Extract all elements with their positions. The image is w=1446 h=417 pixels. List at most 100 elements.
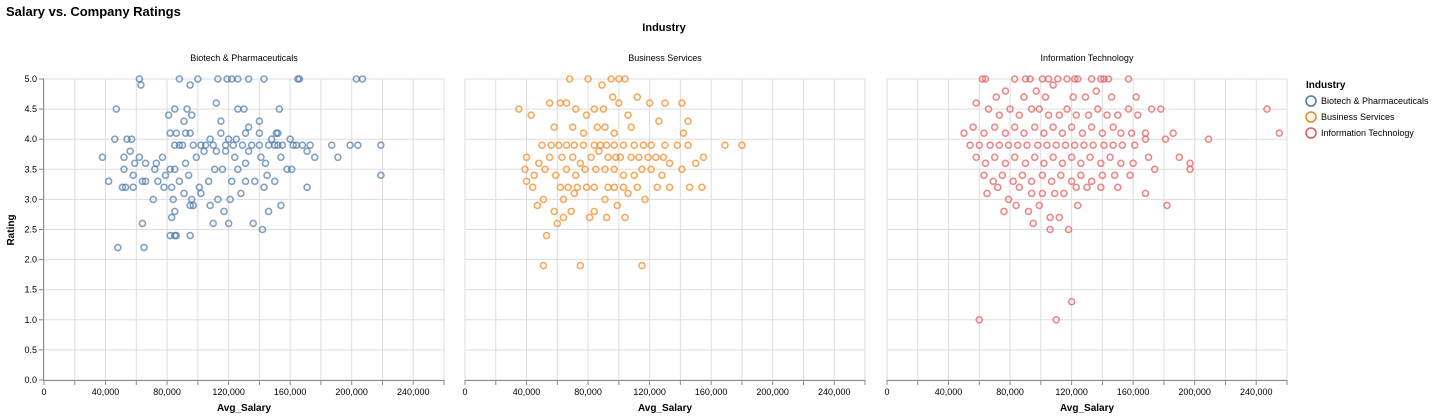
data-point <box>562 99 571 107</box>
data-point <box>659 153 668 162</box>
data-point <box>247 141 256 150</box>
data-point <box>621 213 629 222</box>
data-point <box>1067 297 1076 306</box>
data-point <box>1083 183 1091 192</box>
data-point <box>303 147 311 156</box>
data-point <box>601 123 609 131</box>
data-point <box>1058 159 1067 168</box>
data-point <box>170 165 179 174</box>
data-point <box>721 141 729 150</box>
data-point <box>679 129 688 137</box>
data-point <box>699 153 708 162</box>
data-point <box>582 183 591 192</box>
data-point <box>562 141 571 150</box>
panel-information-technology: Information Technology 0 40,000 80,000 120,0… <box>884 53 1288 414</box>
x-tick-label: 200,000 <box>756 387 789 397</box>
data-point <box>234 75 242 83</box>
x-tick-label: 200,000 <box>1178 387 1211 397</box>
data-point <box>377 141 385 150</box>
data-point <box>138 219 147 228</box>
data-point <box>610 183 619 192</box>
data-point <box>528 183 537 192</box>
x-tick-label: 0 <box>41 387 46 397</box>
data-point <box>1020 129 1028 137</box>
data-point <box>568 153 577 162</box>
data-point <box>684 117 692 125</box>
data-point <box>187 111 196 119</box>
panel-business-services: Business Services 0 40,000 80,000 120,000 160… <box>462 53 866 414</box>
data-point <box>160 183 168 192</box>
data-point <box>627 123 635 131</box>
data-point <box>212 147 221 156</box>
x-tick-label: 240,000 <box>397 387 430 397</box>
data-point <box>621 75 629 83</box>
x-tick-label: 80,000 <box>153 387 181 397</box>
data-point <box>224 135 233 143</box>
data-point <box>984 105 993 113</box>
data-point <box>980 129 988 137</box>
data-point <box>1012 201 1021 210</box>
x-tick-label: 120,000 <box>1055 387 1088 397</box>
data-point <box>1097 159 1105 168</box>
x-tick-label: 160,000 <box>1117 387 1150 397</box>
data-point <box>141 159 150 168</box>
data-point <box>194 75 202 83</box>
data-point <box>192 153 201 162</box>
data-point <box>610 141 619 150</box>
legend-label: Biotech & Pharmaceuticals <box>1321 96 1429 106</box>
data-point <box>274 141 282 150</box>
data-point <box>255 117 264 125</box>
data-point <box>1069 93 1077 101</box>
data-point <box>1204 135 1213 143</box>
data-point <box>691 159 700 168</box>
legend-item: Business Services <box>1305 111 1395 123</box>
x-tick-label: 200,000 <box>335 387 368 397</box>
data-point <box>542 231 551 240</box>
data-point <box>1157 105 1165 113</box>
data-point <box>599 105 608 113</box>
data-point <box>1010 75 1019 83</box>
data-point <box>169 195 178 204</box>
legend-item: Information Technology <box>1305 127 1414 139</box>
data-point <box>595 147 603 156</box>
data-point <box>545 153 554 162</box>
data-point <box>611 153 620 162</box>
data-point <box>1275 129 1284 137</box>
data-point <box>993 183 1002 192</box>
y-tick-label: 1.5 <box>24 285 37 295</box>
data-point <box>1097 183 1105 192</box>
data-point <box>1049 153 1057 162</box>
data-point <box>358 75 367 83</box>
data-point <box>189 141 198 150</box>
data-point <box>298 141 307 150</box>
data-point <box>1049 81 1057 89</box>
data-point <box>619 171 628 180</box>
data-point <box>110 135 119 143</box>
data-point <box>1113 183 1122 192</box>
data-point <box>377 171 385 180</box>
data-point <box>184 171 193 180</box>
data-point <box>1030 153 1039 162</box>
data-point <box>1067 153 1076 162</box>
x-axis-title: Avg_Salary <box>1060 403 1115 414</box>
data-point <box>591 165 600 174</box>
data-point <box>1072 111 1081 119</box>
data-point <box>263 171 271 180</box>
data-point <box>221 147 230 156</box>
data-point <box>1141 135 1150 143</box>
data-point <box>327 141 336 150</box>
data-point <box>661 141 669 150</box>
data-point <box>607 75 615 83</box>
data-point <box>564 183 572 192</box>
data-point <box>571 171 580 180</box>
data-point <box>551 171 560 180</box>
data-point <box>287 165 296 174</box>
data-point <box>167 213 176 222</box>
data-point <box>678 165 686 174</box>
data-point <box>278 141 287 150</box>
data-point <box>590 141 599 150</box>
data-point <box>257 153 265 162</box>
data-point <box>1132 93 1141 101</box>
data-point <box>175 141 184 150</box>
